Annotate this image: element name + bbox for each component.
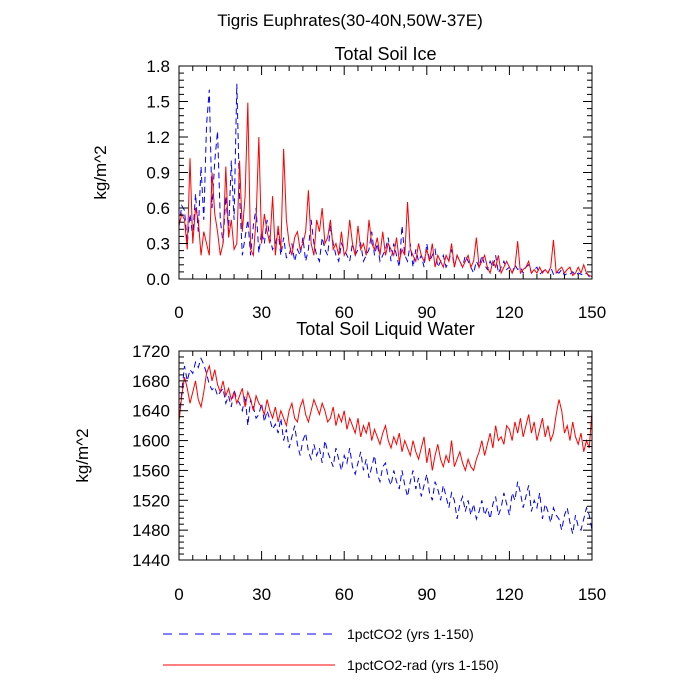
p1-y-tick-label: 0.3 [146,235,170,254]
legend: 1pctCO2 (yrs 1-150) 1pctCO2-rad (yrs 1-1… [163,626,499,673]
p2-x-tick-label: 0 [174,585,183,604]
p1-y-axis-label: kg/m^2 [91,145,110,199]
p2-y-tick-label: 1720 [132,342,170,361]
p2-y-axis-label: kg/m^2 [73,428,92,482]
p2-y-tick-label: 1480 [132,521,170,540]
p1-y-tick-label: 0.9 [146,164,170,183]
figure-title: Tigris Euphrates(30-40N,50W-37E) [217,11,483,30]
p2-y-tick-label: 1680 [132,372,170,391]
p2-y-tick-label: 1640 [132,402,170,421]
p1-y-tick-label: 0.0 [146,270,170,289]
panel-total-soil-ice: 0 30 60 90 120 150 0.0 0.3 0.6 0.9 1.2 1.5 1.8 Total … [91,44,606,322]
p1-x-tick-label: 90 [417,303,436,322]
p1-series-line-1pctco2-rad-yrs-1-150 [178,102,593,278]
p1-y-tick-label: 1.2 [146,128,170,147]
legend-entry-1pctco2-rad: 1pctCO2-rad (yrs 1-150) [163,657,499,673]
p2-plot-frame [178,350,593,561]
p1-x-tick-label: 120 [495,303,523,322]
p1-y-tick-label: 0.6 [146,199,170,218]
p2-series-line-1pctco2-rad-yrs-1-150 [178,364,593,473]
p2-x-tick-label: 120 [495,585,523,604]
p2-x-tick-label: 60 [335,585,354,604]
legend-entry-1pctco2: 1pctCO2 (yrs 1-150) [163,626,474,642]
p1-y-tick-label: 1.5 [146,93,170,112]
p1-x-tick-label: 150 [578,303,606,322]
p2-series-line-1pctco2-yrs-1-150 [178,357,593,534]
legend-label-1pctco2: 1pctCO2 (yrs 1-150) [347,626,474,642]
p1-x-tick-label: 60 [335,303,354,322]
p2-y-tick-label: 1600 [132,432,170,451]
p2-x-tick-label: 30 [252,585,271,604]
p1-y-tick-label: 1.8 [146,57,170,76]
p2-x-tick-label: 150 [578,585,606,604]
legend-label-1pctco2-rad: 1pctCO2-rad (yrs 1-150) [347,657,499,673]
p2-y-tick-label: 1520 [132,491,170,510]
p1-series-line-1pctco2-yrs-1-150 [178,83,593,278]
p1-chart-title: Total Soil Ice [334,44,436,64]
p2-y-tick-label: 1440 [132,551,170,570]
p1-x-tick-label: 0 [174,303,183,322]
p2-x-tick-label: 90 [417,585,436,604]
p2-chart-title: Total Soil Liquid Water [296,319,474,339]
panel-total-soil-liquid-water: 0 30 60 90 120 150 1440 1480 1520 1560 1600 1640 168… [73,319,606,604]
p1-x-tick-label: 30 [252,303,271,322]
p1-plot-frame [178,65,593,280]
p2-y-tick-label: 1560 [132,461,170,480]
